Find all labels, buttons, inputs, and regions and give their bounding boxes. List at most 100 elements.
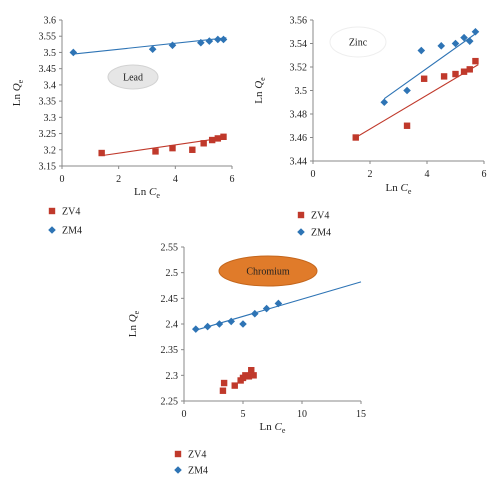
chromium-y-axis-label: Ln Qe: [127, 310, 141, 337]
chromium-legend-zv4-marker: [174, 450, 182, 458]
chromium-legend-zm4-label: ZM4: [188, 466, 208, 477]
zinc-zm4-point: [380, 98, 389, 107]
zinc-annotation-label: Zinc: [349, 38, 368, 49]
lead-x-tick-label: 0: [60, 174, 65, 185]
zinc-zv4-point: [403, 122, 411, 129]
zinc-y-tick-label: 3.5: [295, 86, 308, 97]
lead-zm4-point: [214, 35, 222, 44]
zinc-x-tick-label: 0: [311, 169, 316, 180]
zinc-zv4-point: [472, 57, 479, 65]
zinc-x-tick-label: 2: [368, 169, 373, 180]
chromium-y-tick-label: 2.5: [166, 268, 179, 279]
lead-zm4-point: [205, 37, 214, 45]
chromium-legend-zv4-label: ZV4: [188, 450, 206, 461]
lead-y-tick-label: 3.25: [39, 129, 57, 140]
chromium-zm4-point: [274, 299, 283, 308]
lead-x-axis-label-quantity: C: [149, 186, 157, 198]
zinc-zm4-point: [465, 37, 474, 45]
zinc-y-tick-label: 3.52: [290, 63, 308, 74]
lead-legend-zm4-label: ZM4: [62, 226, 82, 237]
lead-annotation-badge: [107, 64, 159, 90]
zinc-zv4-point: [420, 75, 428, 82]
chromium-annotation-label: Chromium: [246, 267, 290, 278]
chromium-legend-zm4-marker: [174, 466, 182, 474]
lead-legend-zm4-marker: [48, 226, 56, 234]
lead-y-axis-label: Ln Qe: [11, 79, 25, 106]
lead-zv4-point: [200, 140, 207, 147]
lead-y-tick-label: 3.5: [44, 48, 57, 59]
zinc-zm4-point: [437, 42, 446, 50]
zinc-y-axis-label: Ln Qe: [253, 77, 267, 104]
chromium-zv4-point: [231, 382, 238, 389]
chromium-x-axis-label-prefix: Ln: [260, 421, 275, 433]
lead-zm4-point: [69, 48, 78, 57]
chromium-y-tick-label: 2.55: [161, 243, 179, 254]
lead-zm4-point: [148, 45, 157, 53]
lead-x-axis-label-subscript: e: [156, 191, 160, 200]
zinc-x-tick-label: 4: [425, 169, 430, 180]
lead-y-tick-label: 3.6: [44, 16, 57, 27]
lead-x-tick-label: 4: [173, 174, 178, 185]
zinc-y-tick-label: 3.44: [290, 157, 308, 168]
zinc-zm4-point: [471, 27, 480, 36]
lead-zm4-point: [219, 35, 228, 44]
zinc-y-axis-label-prefix: Ln: [253, 89, 265, 104]
chromium-zv4-point: [219, 387, 227, 394]
lead-zv4-point: [220, 133, 227, 140]
lead-annotation-label: Lead: [123, 73, 143, 84]
lead-zm4-point: [197, 38, 205, 47]
chromium-y-axis-label-subscript: e: [132, 310, 141, 314]
chromium-x-axis-label-subscript: e: [282, 426, 286, 435]
lead-zv4-point: [189, 146, 196, 153]
lead-zm4-trendline: [73, 37, 227, 55]
chromium-zv4-point: [245, 373, 253, 380]
zinc-y-axis-label-quantity: Q: [253, 81, 265, 89]
zinc-zv4-point: [466, 66, 473, 73]
lead-y-axis-label-prefix: Ln: [11, 91, 23, 106]
zinc-y-tick-label: 3.46: [290, 133, 308, 144]
zinc-x-axis-label: Ln Ce: [386, 182, 412, 196]
zinc-legend-zm4-marker: [297, 228, 305, 236]
chromium-x-axis-label: Ln Ce: [260, 421, 286, 435]
zinc-legend-zv4-label: ZV4: [311, 211, 329, 222]
zinc-y-tick-label: 3.54: [290, 39, 308, 50]
chromium-zm4-point: [203, 322, 212, 331]
chromium-y-tick-label: 2.4: [166, 320, 179, 331]
lead-x-axis-label: Ln Ce: [134, 186, 160, 200]
lead-zv4-point: [98, 149, 105, 157]
chromium-zv4-point: [242, 372, 249, 379]
zinc-legend-zv4-marker: [297, 211, 305, 219]
zinc-y-tick-label: 3.48: [290, 110, 308, 121]
chromium-zm4-point: [239, 320, 247, 328]
zinc-x-axis-label-prefix: Ln: [386, 182, 401, 194]
chromium-x-tick-label: 10: [297, 409, 307, 420]
chromium-zm4-point: [215, 320, 224, 328]
chromium-zv4-point: [250, 372, 257, 379]
chromium-y-tick-label: 2.3: [166, 371, 179, 382]
zinc-zm4-point: [460, 33, 468, 42]
zinc-y-axis-label-subscript: e: [258, 77, 267, 81]
lead-zm4-point: [168, 41, 177, 50]
chromium-x-tick-label: 15: [356, 409, 366, 420]
zinc-zv4-point: [452, 70, 459, 78]
lead-y-tick-label: 3.55: [39, 32, 57, 43]
lead-y-tick-label: 3.45: [39, 64, 57, 75]
zinc-zm4-point: [417, 46, 426, 55]
chromium-y-tick-label: 2.45: [161, 294, 179, 305]
lead-x-tick-label: 2: [116, 174, 121, 185]
chromium-zm4-point: [251, 309, 259, 318]
chromium-y-axis-label-quantity: Q: [127, 314, 139, 322]
chromium-zv4-point: [248, 367, 255, 374]
zinc-zm4-point: [403, 86, 411, 95]
chromium-zm4-point: [227, 317, 235, 326]
lead-y-axis-label-subscript: e: [16, 79, 25, 83]
chromium-y-tick-label: 2.35: [161, 345, 179, 356]
chromium-y-axis-label-prefix: Ln: [127, 322, 139, 337]
zinc-annotation-badge: [329, 26, 387, 58]
chromium-annotation-badge: [218, 255, 318, 287]
lead-zv4-point: [214, 135, 222, 142]
chromium-zm4-point: [192, 325, 200, 333]
chromium-zv4-point: [220, 379, 228, 387]
lead-zv4-trendline: [101, 136, 227, 157]
